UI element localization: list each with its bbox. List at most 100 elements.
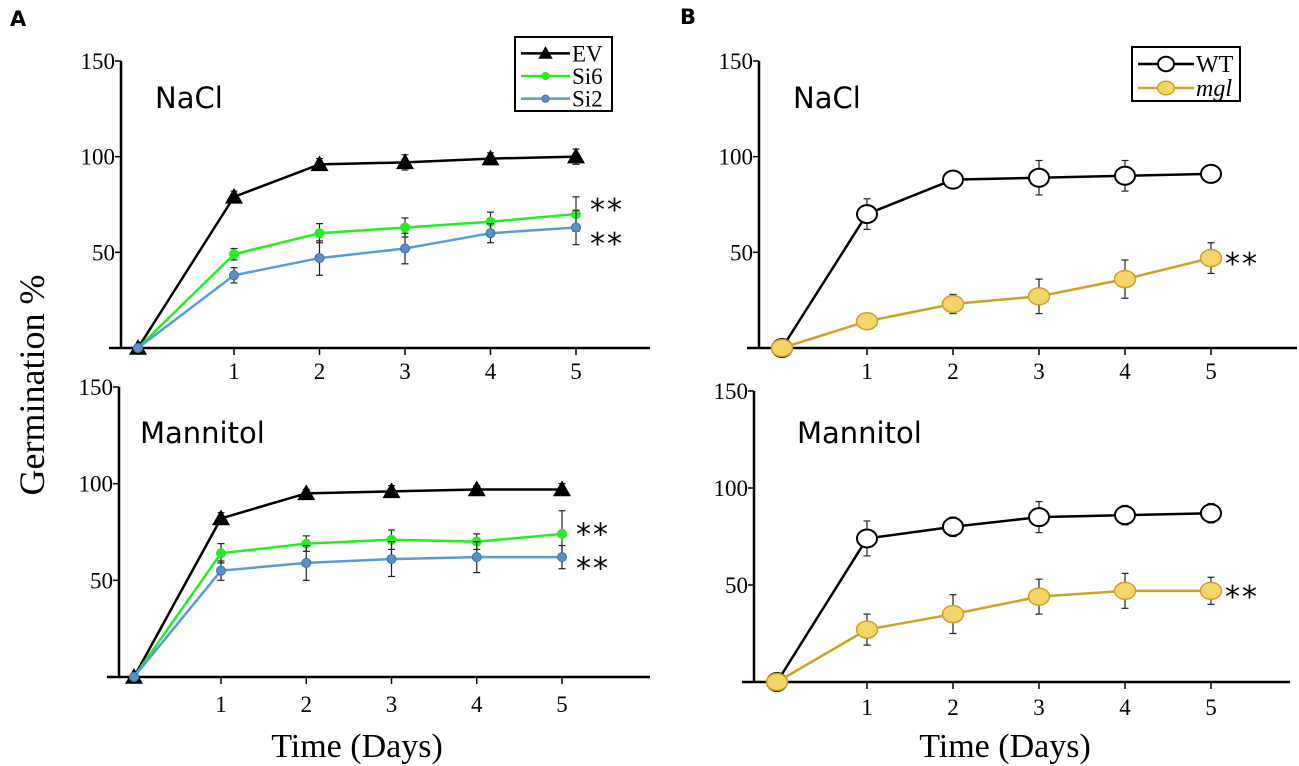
x-tick-label: 4: [1119, 359, 1131, 384]
x-tick-label: 3: [1033, 359, 1045, 384]
data-point: [314, 253, 325, 264]
legend-label: mgl: [1196, 76, 1232, 102]
series-wt: [766, 500, 1222, 692]
series-line: [781, 256, 1212, 350]
chart-panel-4: 50 100 150 1 2 3 4 5 Mannitol **: [714, 379, 1290, 720]
series-line: [136, 155, 577, 349]
legend-marker: [541, 94, 550, 103]
y-tick-label: 100: [719, 145, 754, 170]
data-point: [856, 528, 878, 549]
legend-marker: [1157, 55, 1175, 73]
panel-label-b: B: [680, 5, 696, 29]
data-point: [212, 509, 230, 526]
legend-label: WT: [1196, 52, 1234, 78]
x-tick-label: 2: [947, 359, 959, 384]
y-tick-label: 50: [90, 568, 113, 593]
panel-label-a: A: [10, 7, 27, 31]
data-point: [557, 528, 567, 539]
series-line: [132, 488, 562, 678]
significance-annotation: **: [576, 552, 610, 587]
y-axis-label: Germination %: [12, 275, 52, 496]
series-ev: [129, 147, 585, 355]
y-tick-label: 100: [81, 145, 116, 170]
data-point: [941, 294, 965, 314]
legend-marker: [1156, 80, 1176, 96]
series-line: [775, 511, 1212, 683]
series-line: [137, 226, 577, 349]
series-wt: [771, 159, 1222, 358]
series-line: [133, 555, 562, 678]
x-tick-label: 5: [570, 359, 582, 384]
data-point: [467, 480, 486, 497]
series-si6: **: [133, 193, 622, 353]
y-tick-label: 50: [725, 573, 748, 598]
x-tick-label: 5: [1205, 695, 1217, 720]
data-point: [1199, 581, 1223, 601]
significance-annotation: **: [1225, 247, 1259, 282]
data-point: [1028, 167, 1050, 188]
data-point: [1027, 587, 1051, 606]
y-tick-label: 100: [714, 476, 749, 501]
x-tick-label: 4: [471, 692, 483, 717]
x-tick-label: 1: [228, 359, 240, 384]
x-tick-label: 4: [485, 359, 497, 384]
y-tick-label: 150: [81, 49, 116, 74]
data-point: [1114, 165, 1136, 186]
x-tick-label: 4: [1119, 695, 1131, 720]
data-point: [133, 343, 143, 353]
legend-label: EV: [572, 41, 603, 66]
data-point: [1200, 163, 1222, 184]
significance-annotation: **: [1225, 580, 1259, 615]
y-tick-label: 100: [79, 472, 114, 497]
x-tick-label: 1: [861, 695, 873, 720]
data-point: [229, 249, 239, 260]
data-point: [1028, 507, 1050, 528]
data-point: [1027, 287, 1051, 306]
x-tick-label: 2: [301, 692, 313, 717]
series-si2: **: [129, 541, 610, 682]
data-point: [481, 149, 500, 166]
x-tick-label: 3: [399, 359, 411, 384]
data-point: [765, 672, 789, 692]
data-point: [1114, 505, 1136, 526]
series-mgl: **: [770, 242, 1259, 358]
data-point: [1113, 269, 1137, 289]
data-point: [310, 155, 329, 172]
x-tick-label: 2: [314, 359, 326, 384]
series-si6: **: [129, 510, 608, 682]
data-point: [557, 552, 567, 563]
series-si2: **: [133, 209, 624, 353]
y-tick-label: 150: [714, 379, 749, 404]
data-point: [1113, 581, 1137, 601]
data-point: [129, 672, 139, 682]
series-line: [780, 172, 1212, 349]
y-tick-label: 150: [719, 49, 754, 74]
chart-panel-2: 50 100 150 1 2 3 4 5 Mannitol ****: [79, 375, 650, 717]
data-point: [855, 311, 879, 331]
x-tick-label: 5: [1205, 359, 1217, 384]
data-point: [942, 516, 964, 537]
series-ev: [125, 480, 571, 684]
data-point: [941, 604, 965, 624]
data-point: [567, 147, 585, 164]
data-point: [770, 338, 794, 358]
x-axis-label-a: Time (Days): [271, 728, 443, 765]
data-point: [855, 620, 879, 639]
y-tick-label: 50: [92, 240, 115, 265]
x-tick-label: 2: [947, 695, 959, 720]
x-axis-label-b: Time (Days): [919, 728, 1091, 765]
significance-annotation: **: [590, 227, 624, 262]
data-point: [396, 153, 414, 170]
data-point: [553, 480, 571, 497]
data-point: [225, 187, 243, 204]
legend-marker: [541, 71, 550, 81]
data-point: [382, 482, 401, 499]
data-point: [301, 557, 312, 568]
y-tick-label: 150: [79, 375, 114, 400]
data-point: [942, 169, 964, 190]
